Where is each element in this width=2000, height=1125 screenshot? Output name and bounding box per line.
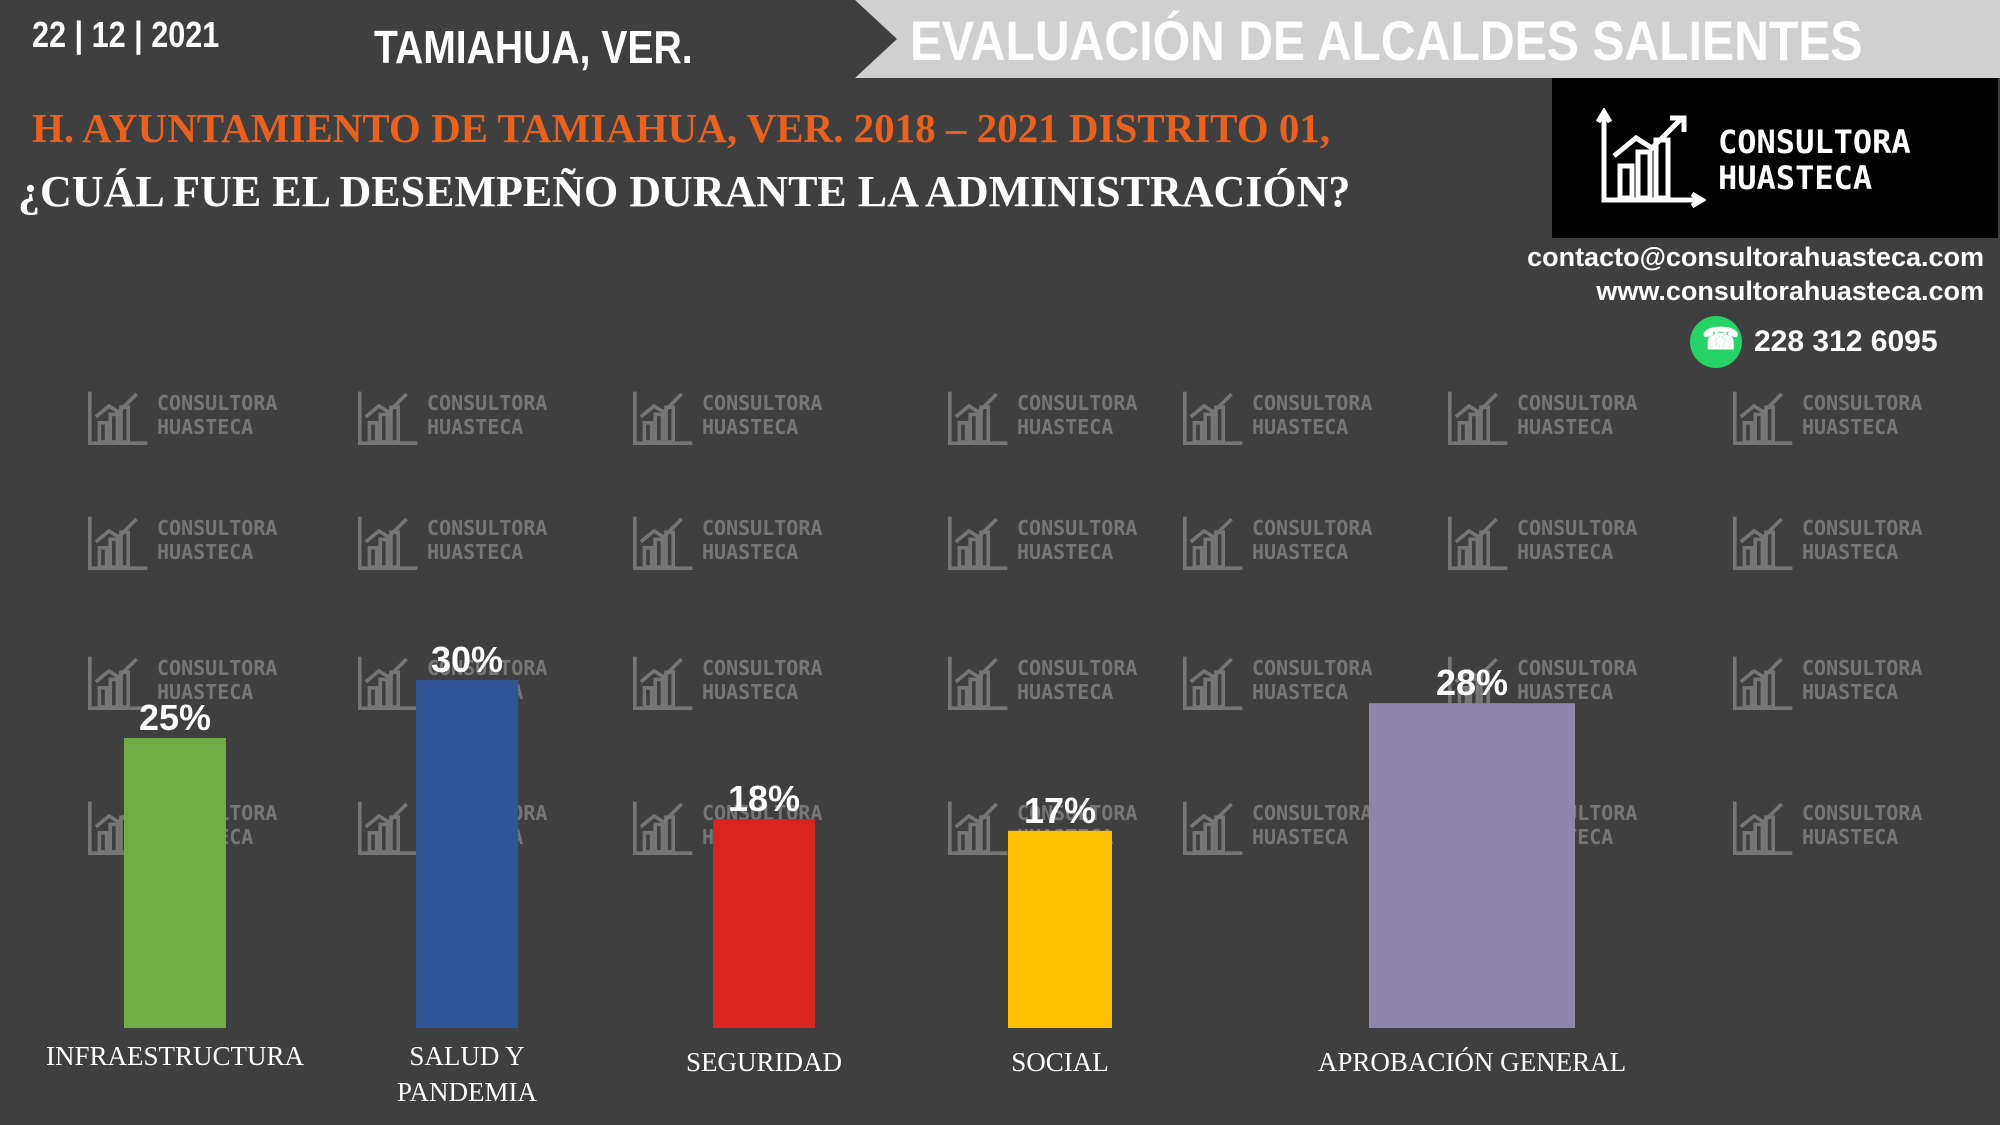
phone-number[interactable]: 228 312 6095	[1754, 325, 1938, 358]
category-label: SEGURIDAD	[685, 1047, 842, 1077]
bar-2	[416, 680, 518, 1028]
contact-website[interactable]: www.consultorahuasteca.com	[1596, 276, 1984, 306]
bar-value-label: 30%	[431, 639, 503, 680]
banner-title: EVALUACIÓN DE ALCALDES SALIENTES	[910, 9, 1863, 72]
bar-3	[713, 819, 815, 1028]
brand-line-2: HUASTECA	[1718, 159, 1873, 197]
bar-value-label: 18%	[728, 778, 800, 819]
subtitle: H. AYUNTAMIENTO DE TAMIAHUA, VER. 2018 –…	[32, 105, 1331, 151]
question-title: ¿CUÁL FUE EL DESEMPEÑO DURANTE LA ADMINI…	[18, 167, 1351, 216]
bar-value-label: 25%	[139, 697, 211, 738]
bar-5	[1369, 703, 1575, 1028]
category-label: SOCIAL	[1011, 1047, 1109, 1077]
bar-4	[1008, 830, 1112, 1028]
whatsapp-icon	[1690, 316, 1742, 368]
contact-info: contacto@consultorahuasteca.com www.cons…	[1527, 240, 1984, 308]
growth-chart-icon	[1596, 108, 1706, 208]
bar-1	[124, 738, 226, 1028]
brand-logo: CONSULTORA HUASTECA	[1552, 78, 1998, 238]
title-banner	[855, 0, 2000, 78]
category-label: SALUD Y PANDEMIA	[396, 1041, 538, 1107]
contact-phone: 228 312 6095	[1690, 316, 1938, 368]
category-label: APROBACIÓN GENERAL	[1317, 1047, 1627, 1077]
date: 22 | 12 | 2021	[32, 14, 220, 55]
bar-value-label: 17%	[1024, 790, 1096, 831]
brand-line-1: CONSULTORA	[1718, 123, 1911, 161]
contact-email[interactable]: contacto@consultorahuasteca.com	[1527, 242, 1984, 272]
bar-value-label: 28%	[1436, 662, 1508, 703]
location-title: TAMIAHUA, VER.	[374, 21, 693, 73]
category-label: INFRAESTRUCTURA	[45, 1041, 305, 1071]
